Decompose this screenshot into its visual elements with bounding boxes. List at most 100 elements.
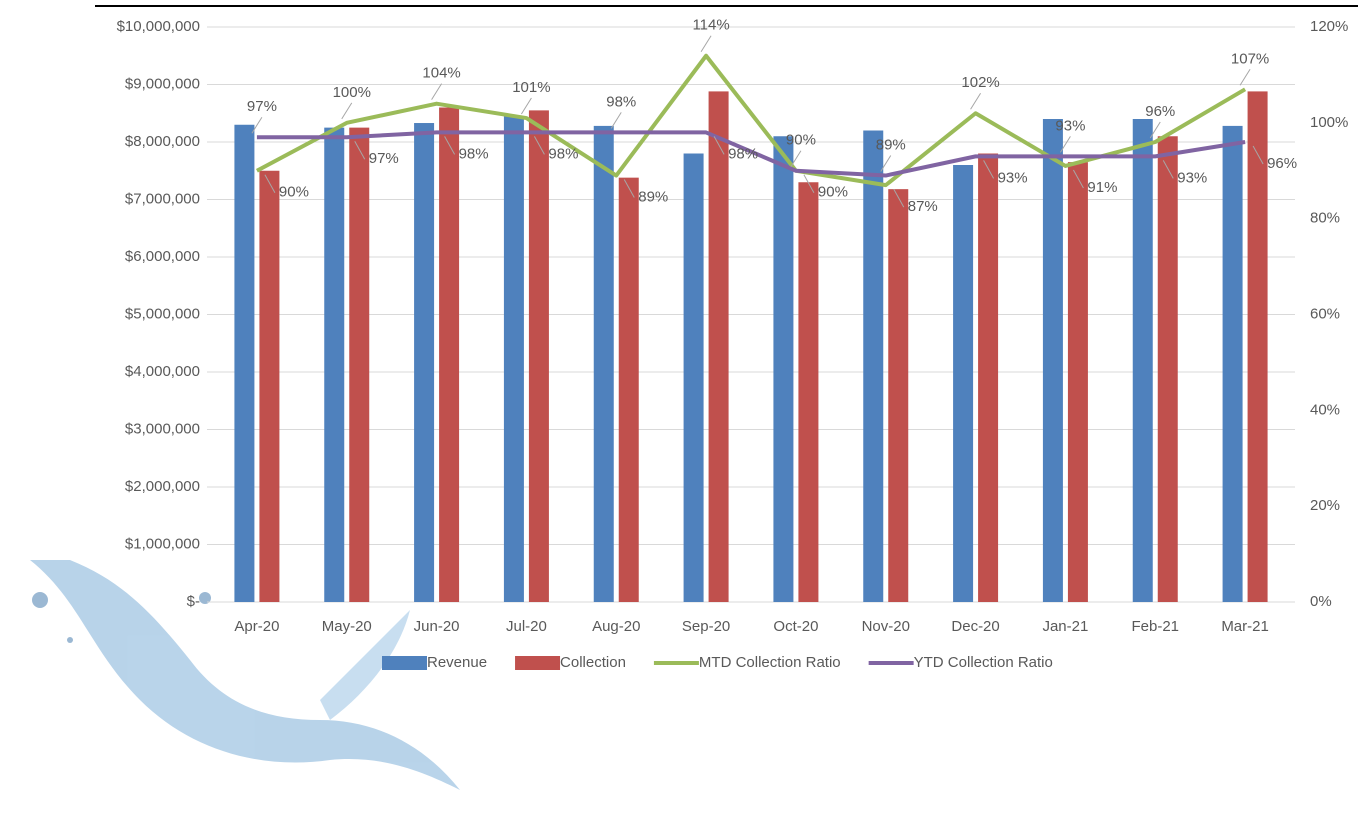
data-label: 91% <box>1087 179 1117 196</box>
y2-tick-label: 80% <box>1310 210 1340 227</box>
bar <box>773 136 794 602</box>
leader-line <box>520 97 532 115</box>
leader-line <box>1239 69 1251 86</box>
bar <box>1222 125 1243 603</box>
y2-tick-label: 40% <box>1310 401 1340 418</box>
x-tick-label: Nov-20 <box>862 618 910 635</box>
bar <box>259 170 280 602</box>
leader-line <box>264 174 276 193</box>
leader-line <box>700 35 712 53</box>
bar <box>1247 91 1268 603</box>
leader-line <box>1252 145 1264 165</box>
x-tick-label: Jul-20 <box>506 618 547 635</box>
y-tick-label: $1,000,000 <box>125 535 200 552</box>
data-label: 114% <box>692 17 729 34</box>
y2-tick-label: 0% <box>1310 593 1332 610</box>
legend-swatch <box>382 656 427 670</box>
leader-line <box>893 188 905 208</box>
y2-tick-label: 20% <box>1310 497 1340 514</box>
bar <box>683 153 704 602</box>
legend-swatch <box>515 656 561 670</box>
y2-tick-label: 100% <box>1310 114 1348 131</box>
x-tick-label: Sep-20 <box>682 618 730 635</box>
data-label: 98% <box>548 145 578 162</box>
x-tick-label: Aug-20 <box>592 618 640 635</box>
leader-line <box>1072 169 1084 189</box>
leader-line <box>1162 160 1174 179</box>
data-label: 98% <box>459 145 489 162</box>
bar <box>324 127 345 602</box>
data-label: 90% <box>279 184 309 201</box>
data-label: 90% <box>786 132 816 149</box>
y-tick-label: $9,000,000 <box>125 75 200 92</box>
data-label: 89% <box>638 189 668 206</box>
data-label: 107% <box>1231 50 1269 67</box>
bar <box>414 123 435 603</box>
data-label: 100% <box>333 84 371 101</box>
leader-line <box>1149 121 1161 139</box>
x-tick-label: Oct-20 <box>773 618 818 635</box>
leader-line <box>713 136 725 155</box>
data-label: 96% <box>1267 155 1297 172</box>
y-tick-label: $2,000,000 <box>125 478 200 495</box>
leader-line <box>880 155 892 172</box>
y2-tick-label: 60% <box>1310 305 1340 322</box>
bar <box>593 125 614 603</box>
leader-line <box>610 112 622 129</box>
legend-label: YTD Collection Ratio <box>914 654 1053 671</box>
leader-line <box>1059 136 1071 153</box>
data-label: 101% <box>512 79 550 96</box>
line <box>255 53 1247 188</box>
y-tick-label: $7,000,000 <box>125 190 200 207</box>
bar <box>1042 119 1063 602</box>
bar <box>234 124 255 602</box>
x-tick-label: May-20 <box>322 618 372 635</box>
legend-label: Revenue <box>427 654 487 671</box>
leader-line <box>354 140 366 160</box>
y-tick-label: $4,000,000 <box>125 363 200 380</box>
bar <box>978 153 999 602</box>
bar <box>888 189 909 602</box>
x-tick-label: Feb-21 <box>1131 618 1179 635</box>
bar <box>528 110 549 602</box>
bar <box>1067 162 1088 602</box>
y-tick-label: $- <box>187 593 200 610</box>
bar <box>618 177 639 602</box>
bar <box>349 127 370 602</box>
x-tick-label: Apr-20 <box>234 618 279 635</box>
y-tick-label: $5,000,000 <box>125 305 200 322</box>
bar <box>863 130 884 602</box>
leader-line <box>251 116 263 134</box>
y2-tick-label: 120% <box>1310 18 1348 35</box>
bar <box>953 165 974 602</box>
bar <box>798 182 819 602</box>
leader-line <box>970 92 982 110</box>
data-label: 97% <box>369 150 399 167</box>
data-label: 90% <box>818 184 848 201</box>
x-tick-label: Jun-20 <box>414 618 460 635</box>
splash-decoration <box>30 560 460 790</box>
bar <box>1157 136 1178 602</box>
leader-line <box>623 179 635 198</box>
data-label: 98% <box>728 145 758 162</box>
y-tick-label: $10,000,000 <box>117 18 200 35</box>
data-label: 98% <box>606 93 636 110</box>
y-tick-label: $8,000,000 <box>125 133 200 150</box>
legend-label: MTD Collection Ratio <box>699 654 841 671</box>
x-tick-label: Dec-20 <box>951 618 999 635</box>
bar <box>503 116 524 602</box>
data-label: 97% <box>247 98 277 115</box>
x-tick-label: Jan-21 <box>1042 618 1088 635</box>
leader-line <box>983 160 995 179</box>
line <box>256 130 1246 178</box>
bar <box>708 91 729 603</box>
leader-line <box>431 83 443 100</box>
y-tick-label: $6,000,000 <box>125 248 200 265</box>
data-label: 102% <box>961 74 999 91</box>
data-label: 89% <box>876 137 906 154</box>
data-label: 87% <box>908 198 938 215</box>
y-tick-label: $3,000,000 <box>125 420 200 437</box>
leader-line <box>790 150 802 168</box>
data-label: 93% <box>1177 169 1207 186</box>
